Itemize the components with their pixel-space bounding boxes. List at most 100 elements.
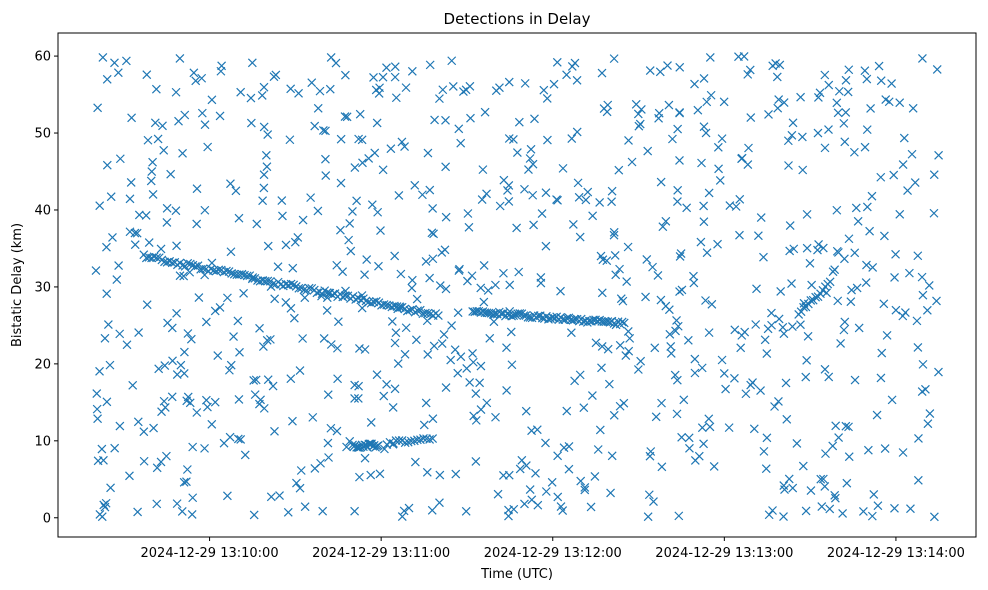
detection-point xyxy=(705,422,715,432)
detection-point xyxy=(602,107,612,117)
detection-point xyxy=(675,155,684,165)
detection-point xyxy=(803,331,813,341)
detection-point xyxy=(340,70,350,80)
detection-point xyxy=(259,122,269,132)
detection-point xyxy=(461,85,471,95)
detection-point xyxy=(751,320,761,329)
detection-point xyxy=(932,64,942,74)
detection-point xyxy=(512,148,522,157)
detection-point xyxy=(338,292,348,302)
detection-point xyxy=(858,507,868,516)
detection-point xyxy=(609,227,619,237)
detection-point xyxy=(774,397,783,406)
detection-point xyxy=(853,216,863,226)
detection-point xyxy=(570,58,580,68)
detection-point xyxy=(225,432,235,442)
detection-point xyxy=(286,279,296,289)
detection-point xyxy=(862,125,872,135)
detection-point xyxy=(913,475,923,485)
detection-point xyxy=(333,317,343,327)
detection-point xyxy=(841,421,851,431)
detection-point xyxy=(441,383,451,393)
detection-point xyxy=(401,83,411,93)
detection-point xyxy=(98,53,108,62)
detection-point xyxy=(433,311,443,320)
detection-point xyxy=(233,316,243,326)
detection-point xyxy=(782,414,792,424)
detection-point xyxy=(143,135,153,145)
detection-point xyxy=(657,462,667,472)
detection-point xyxy=(664,305,674,315)
detection-point xyxy=(887,395,897,405)
detection-point xyxy=(290,237,300,247)
detection-point xyxy=(391,328,401,338)
detection-point xyxy=(102,289,112,299)
detection-point xyxy=(122,340,132,350)
detection-point xyxy=(839,118,849,128)
detection-point xyxy=(407,275,417,285)
detection-point xyxy=(200,120,210,130)
detection-point xyxy=(609,410,619,420)
detection-point xyxy=(912,316,922,326)
detection-point xyxy=(609,54,619,64)
detection-point xyxy=(246,93,256,103)
detection-point xyxy=(428,254,438,264)
detection-point xyxy=(719,97,729,107)
detection-point xyxy=(876,76,886,86)
detection-point xyxy=(125,194,135,204)
detection-point xyxy=(186,334,196,344)
detection-point xyxy=(515,309,525,318)
detection-point xyxy=(679,395,689,405)
detection-point xyxy=(507,360,517,370)
detection-point xyxy=(172,499,182,509)
detection-point xyxy=(213,351,223,360)
detection-point xyxy=(721,384,731,394)
detection-point xyxy=(259,82,269,92)
detection-point xyxy=(651,412,661,422)
detection-point xyxy=(335,225,345,235)
detection-point xyxy=(489,317,499,327)
detection-point xyxy=(820,143,830,153)
detection-point xyxy=(130,228,140,238)
detection-point xyxy=(817,502,827,511)
detection-point xyxy=(257,91,267,100)
detection-point xyxy=(428,203,438,213)
detection-point xyxy=(851,203,861,213)
detection-point xyxy=(315,86,325,96)
detection-point xyxy=(788,118,798,128)
detection-point xyxy=(774,314,784,324)
detection-point xyxy=(342,442,351,452)
detection-point xyxy=(924,280,934,290)
detection-point xyxy=(658,222,668,232)
detection-point xyxy=(580,482,590,492)
detection-point xyxy=(171,206,181,216)
detection-point xyxy=(713,239,722,249)
detection-point xyxy=(192,184,202,194)
detection-point xyxy=(110,58,119,68)
detection-point xyxy=(376,226,385,235)
detection-point xyxy=(95,201,105,211)
detection-point xyxy=(270,294,280,304)
detection-point xyxy=(834,86,844,96)
detection-point xyxy=(160,403,170,412)
detection-point xyxy=(182,465,192,474)
detection-point xyxy=(631,99,641,109)
detection-point xyxy=(373,207,383,217)
detection-point xyxy=(556,286,565,296)
detection-point xyxy=(362,255,372,264)
detection-point xyxy=(707,299,717,309)
detection-point xyxy=(146,176,156,186)
detection-point xyxy=(672,197,682,206)
detection-point xyxy=(310,121,320,131)
detection-point xyxy=(607,197,617,207)
detection-point xyxy=(475,378,485,388)
detection-point xyxy=(167,323,177,333)
detection-point xyxy=(453,368,463,378)
detection-point xyxy=(910,178,920,187)
detection-point xyxy=(374,88,384,98)
detection-point xyxy=(504,77,514,87)
detection-point xyxy=(326,423,336,433)
detection-point xyxy=(399,506,409,516)
detection-point xyxy=(820,481,830,491)
detection-point xyxy=(843,87,853,97)
